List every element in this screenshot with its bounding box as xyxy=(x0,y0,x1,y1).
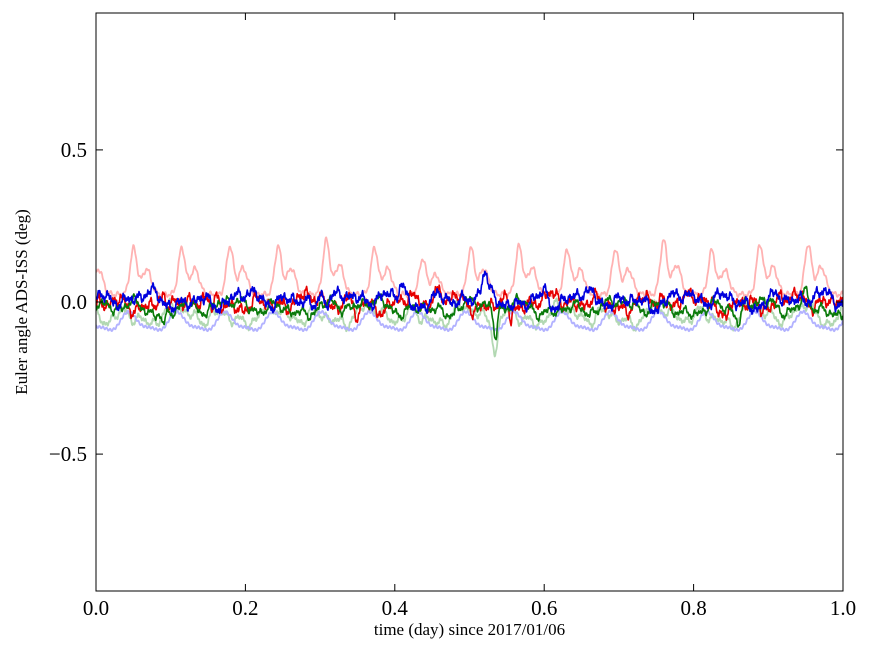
x-tick-label: 0.8 xyxy=(680,596,706,620)
x-tick-label: 0.2 xyxy=(232,596,258,620)
x-tick-label: 0.6 xyxy=(531,596,557,620)
pale-blue-line xyxy=(96,309,843,333)
y-tick-label: 0.5 xyxy=(61,138,87,162)
x-tick-label: 0.4 xyxy=(382,596,409,620)
red-line xyxy=(96,284,843,327)
blue-line xyxy=(96,270,843,315)
x-tick-label: 1.0 xyxy=(830,596,856,620)
y-tick-label: 0.0 xyxy=(61,290,87,314)
x-tick-label: 0.0 xyxy=(83,596,109,620)
y-tick-label: −0.5 xyxy=(49,442,87,466)
pale-red-line xyxy=(96,236,843,299)
